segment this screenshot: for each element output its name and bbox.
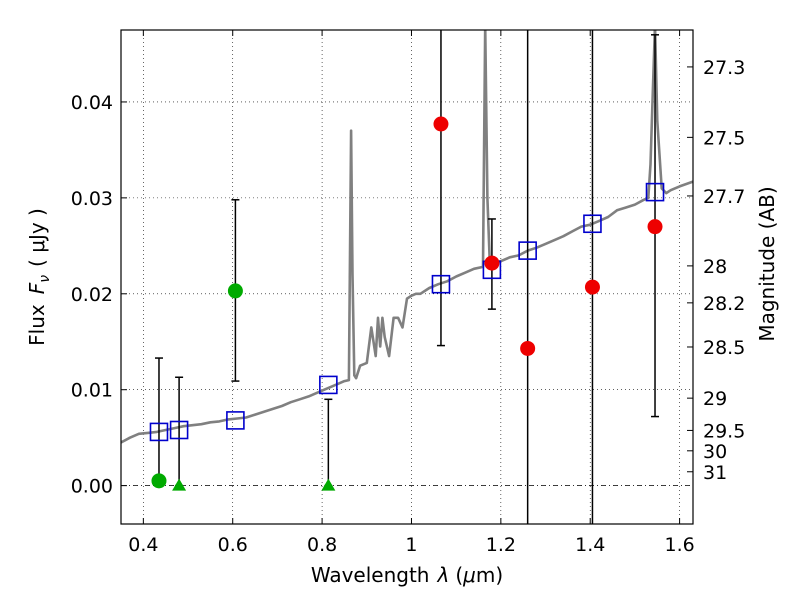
x-axis-label-unit-mu: μ — [462, 563, 476, 587]
mag-tick-label: 28.2 — [703, 293, 745, 315]
observed-flux-point — [584, 279, 600, 295]
mag-tick-label: 28 — [703, 256, 727, 278]
model-photometry-square — [226, 411, 245, 430]
model-photometry-square — [645, 182, 665, 202]
y-tick-label: 0.00 — [71, 476, 113, 498]
y2-axis-label: Magnitude (AB) — [755, 186, 779, 341]
y-axis-label-subscript: ν — [37, 275, 53, 283]
upper-limit-triangle — [172, 478, 187, 491]
model-photometry-square — [149, 422, 169, 442]
ticks: 0.4 0.6 0.8 1 1.2 1.4 1.6 0.00 0.01 0.02 0.03 0.04 2… — [71, 30, 745, 556]
x-axis-label-unit-rest: m) — [476, 563, 503, 587]
x-axis-label-text: Wavelength — [311, 563, 430, 587]
x-tick-label: 1 — [405, 534, 417, 556]
data-layer — [121, 30, 693, 524]
y-tick-label: 0.04 — [71, 92, 113, 114]
x-tick-label: 0.6 — [218, 534, 248, 556]
observed-flux-point — [151, 473, 167, 489]
observed-flux-point — [227, 283, 243, 299]
mag-tick-label: 29.5 — [703, 420, 745, 442]
mag-tick-label: 31 — [703, 462, 727, 484]
y-tick-label: 0.03 — [71, 188, 113, 210]
x-tick-label: 1.2 — [486, 534, 516, 556]
x-axis-label-symbol: λ — [436, 563, 449, 587]
y-axis-label-text: Flux — [25, 304, 49, 346]
mag-tick-label: 27.5 — [703, 127, 745, 149]
x-tick-label: 1.6 — [664, 534, 694, 556]
x-axis-label-unit-open: ( — [455, 563, 463, 587]
x-axis-label: Wavelength λ (μm) — [311, 563, 503, 587]
upper-limit-triangle — [321, 478, 336, 491]
observed-flux-point — [433, 116, 449, 132]
mag-tick-label: 27.7 — [703, 186, 745, 208]
observed-flux-point — [484, 255, 500, 271]
y-axis-label-symbol: F — [25, 282, 49, 294]
mag-tick-label: 27.3 — [703, 57, 745, 79]
model-photometry-square — [169, 420, 189, 440]
y-axis-label: Flux Fν ( μJy ) — [25, 208, 53, 346]
observed-flux-point — [647, 219, 663, 235]
model-photometry-square — [319, 375, 338, 395]
plot-area — [121, 30, 693, 524]
model-spectrum-line — [121, 30, 693, 444]
mag-tick-label: 30 — [703, 441, 727, 463]
y-tick-label: 0.02 — [71, 284, 113, 306]
x-tick-label: 0.8 — [307, 534, 337, 556]
x-tick-label: 0.4 — [128, 534, 158, 556]
observed-flux-point — [520, 340, 536, 356]
mag-tick-label: 29 — [703, 388, 727, 410]
y-axis-label-unit: ( μJy ) — [25, 208, 49, 267]
x-tick-label: 1.4 — [575, 534, 605, 556]
model-photometry-square — [431, 274, 451, 294]
plot-frame — [120, 29, 694, 525]
model-photometry-square — [518, 241, 537, 260]
mag-tick-label: 28.5 — [703, 337, 745, 359]
y-tick-label: 0.01 — [71, 380, 113, 402]
model-photometry-square — [583, 214, 602, 234]
